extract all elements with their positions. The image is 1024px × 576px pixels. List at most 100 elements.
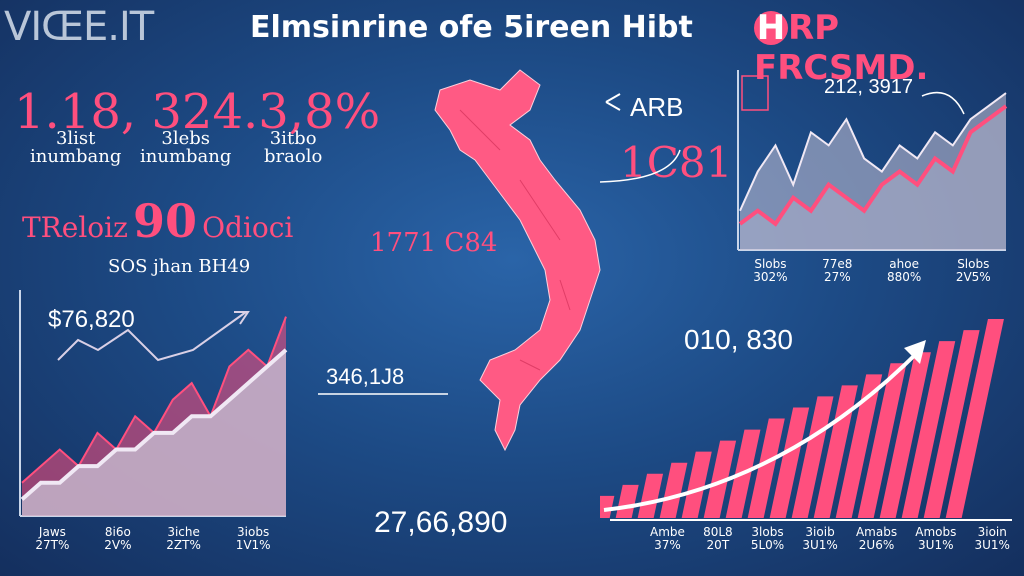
left-x-label-bottom: 1V1% [235, 538, 271, 552]
rb-growth-arrowhead [904, 340, 926, 364]
rb-x-label-bottom: 3U1% [918, 538, 954, 552]
map-label-bottom: 27,66,890 [374, 506, 508, 539]
bar [747, 418, 785, 518]
sub-label-1: 3list inumbang [30, 130, 121, 166]
map-icon [434, 69, 601, 452]
rt-x-label-bottom: 2V5% [955, 270, 991, 284]
brand-logo: HRP FRCSMD. [754, 8, 1024, 88]
right-bottom-bar-chart [600, 319, 1012, 521]
bar [835, 374, 883, 518]
left-x-label: 8i6o 2V% [104, 526, 131, 552]
right-top-x-labels: Slobs 302% 77e8 27% ahoe 880% Slobs 2V5% [736, 258, 1008, 284]
rb-x-label: Ambe 37% [650, 526, 685, 552]
rb-x-label-top: 3ioin [977, 525, 1007, 539]
rb-x-label: 80L8 20T [703, 526, 733, 552]
rt-x-label-bottom: 880% [886, 270, 922, 284]
rt-x-label: ahoe 880% [887, 258, 921, 284]
big-stat: 1.18, 324.3,8% [14, 84, 381, 140]
rb-x-label-bottom: 37% [654, 538, 681, 552]
right-top-value-label: 212, 3917 [824, 76, 913, 98]
rb-x-label: Amobs 3U1% [915, 526, 956, 552]
rt-series-line-0 [739, 92, 1007, 212]
left-x-label-bottom: 2V% [104, 538, 132, 552]
left-series-line-1 [20, 348, 288, 501]
left-x-label-bottom: 2ZT% [166, 538, 201, 552]
left-x-label: Jaws 27T% [35, 526, 69, 552]
map-label-left: 346,1J8 [326, 364, 405, 389]
arb-arrow-top [605, 93, 621, 111]
rb-x-label-top: Ambe [650, 525, 685, 539]
bar [659, 462, 688, 519]
rt-series-line-1 [738, 104, 1008, 227]
rt-x-label: Slobs 2V5% [956, 258, 991, 284]
arb-arrow-bottom [599, 149, 681, 183]
rb-growth-arrow [603, 348, 922, 512]
rb-x-label-top: Amobs [915, 525, 957, 539]
rt-area-0 [740, 93, 1006, 250]
rb-x-label: 3ioin 3U1% [975, 526, 1010, 552]
left-x-label-bottom: 27T% [35, 538, 70, 552]
map-borders [459, 109, 571, 371]
mid-text-b: Odioci [202, 211, 294, 244]
right-bottom-value-label: 010, 830 [684, 324, 793, 355]
rt-x-label-top: Slobs [754, 257, 787, 271]
rb-x-label: 3lobs 5L0% [751, 526, 784, 552]
left-x-label-top: 8i6o [104, 525, 131, 539]
sub-label-1-line1: 3list [55, 128, 96, 149]
left-chart-marks [20, 316, 288, 516]
bar [923, 330, 980, 518]
rb-x-label-top: 3lobs [751, 525, 784, 539]
sub-label-2: 3lebs inumbang [140, 130, 231, 166]
left-x-label: 3iobs 1V1% [236, 526, 271, 552]
bar [879, 352, 931, 518]
left-area-chart [19, 290, 288, 517]
bar [703, 440, 737, 518]
rt-x-label-bottom: 302% [753, 270, 788, 284]
sub-label-2-line2: inumbang [140, 146, 232, 167]
right-top-area-chart [737, 70, 1008, 251]
rt-chart-marks [738, 92, 1008, 251]
mid-number: 90 [132, 194, 197, 248]
bar [901, 341, 956, 518]
left-x-label-top: 3iobs [237, 525, 270, 539]
mid-headline: TReloiz 90 Odioci [22, 194, 293, 248]
left-x-label: 3iche 2ZT% [166, 526, 201, 552]
brand-letter: H [754, 11, 788, 45]
rb-x-label: 3ioib 3U1% [802, 526, 837, 552]
map-label-top: 1771 C84 [370, 228, 498, 258]
rt-x-label-top: 77e8 [822, 257, 853, 271]
rt-area-1 [740, 106, 1006, 251]
rb-x-label-bottom: 3U1% [974, 538, 1010, 552]
arb-arrows [599, 93, 681, 183]
rb-x-label-top: 80L8 [703, 525, 733, 539]
rt-x-label-top: Slobs [957, 257, 990, 271]
right-bottom-x-labels: Ambe 37% 80L8 20T 3lobs 5L0% 3ioib 3U1% Amab… [650, 526, 1010, 552]
bar [637, 473, 664, 518]
bar [600, 495, 615, 518]
bar [681, 451, 712, 518]
map-label-left-underline [318, 393, 448, 395]
arb-label: ARB [630, 92, 684, 122]
map-shape [434, 69, 601, 452]
rt-arrow [921, 91, 965, 115]
rt-x-label: Slobs 302% [753, 258, 787, 284]
rb-x-label-top: 3ioib [805, 525, 835, 539]
rt-x-label: 77e8 27% [822, 258, 852, 284]
arb-number: 1C81 [620, 138, 733, 187]
left-trend-line [57, 311, 247, 362]
left-chart-value-label: $76,820 [48, 306, 135, 333]
left-x-label-top: 3iche [167, 525, 200, 539]
left-caption: SOS jhan BH49 [108, 256, 251, 277]
rb-x-label-bottom: 2U6% [858, 538, 895, 552]
brand-text: RP FRCSMD. [754, 8, 929, 88]
left-trend-arrowhead [234, 311, 250, 325]
rt-x-label-bottom: 27% [823, 270, 851, 284]
left-chart-x-labels: Jaws 27T% 8i6o 2V% 3iche 2ZT% 3iobs 1V1% [18, 526, 288, 552]
sub-label-2-line1: 3lebs [161, 128, 210, 149]
rb-x-label-bottom: 20T [706, 538, 730, 552]
sub-label-3-line2: braolo [264, 146, 323, 167]
rt-x-label-top: ahoe [889, 257, 919, 271]
rb-x-label: Amabs 2U6% [856, 526, 897, 552]
rb-chart-marks [600, 319, 1004, 519]
bar [945, 319, 1004, 519]
